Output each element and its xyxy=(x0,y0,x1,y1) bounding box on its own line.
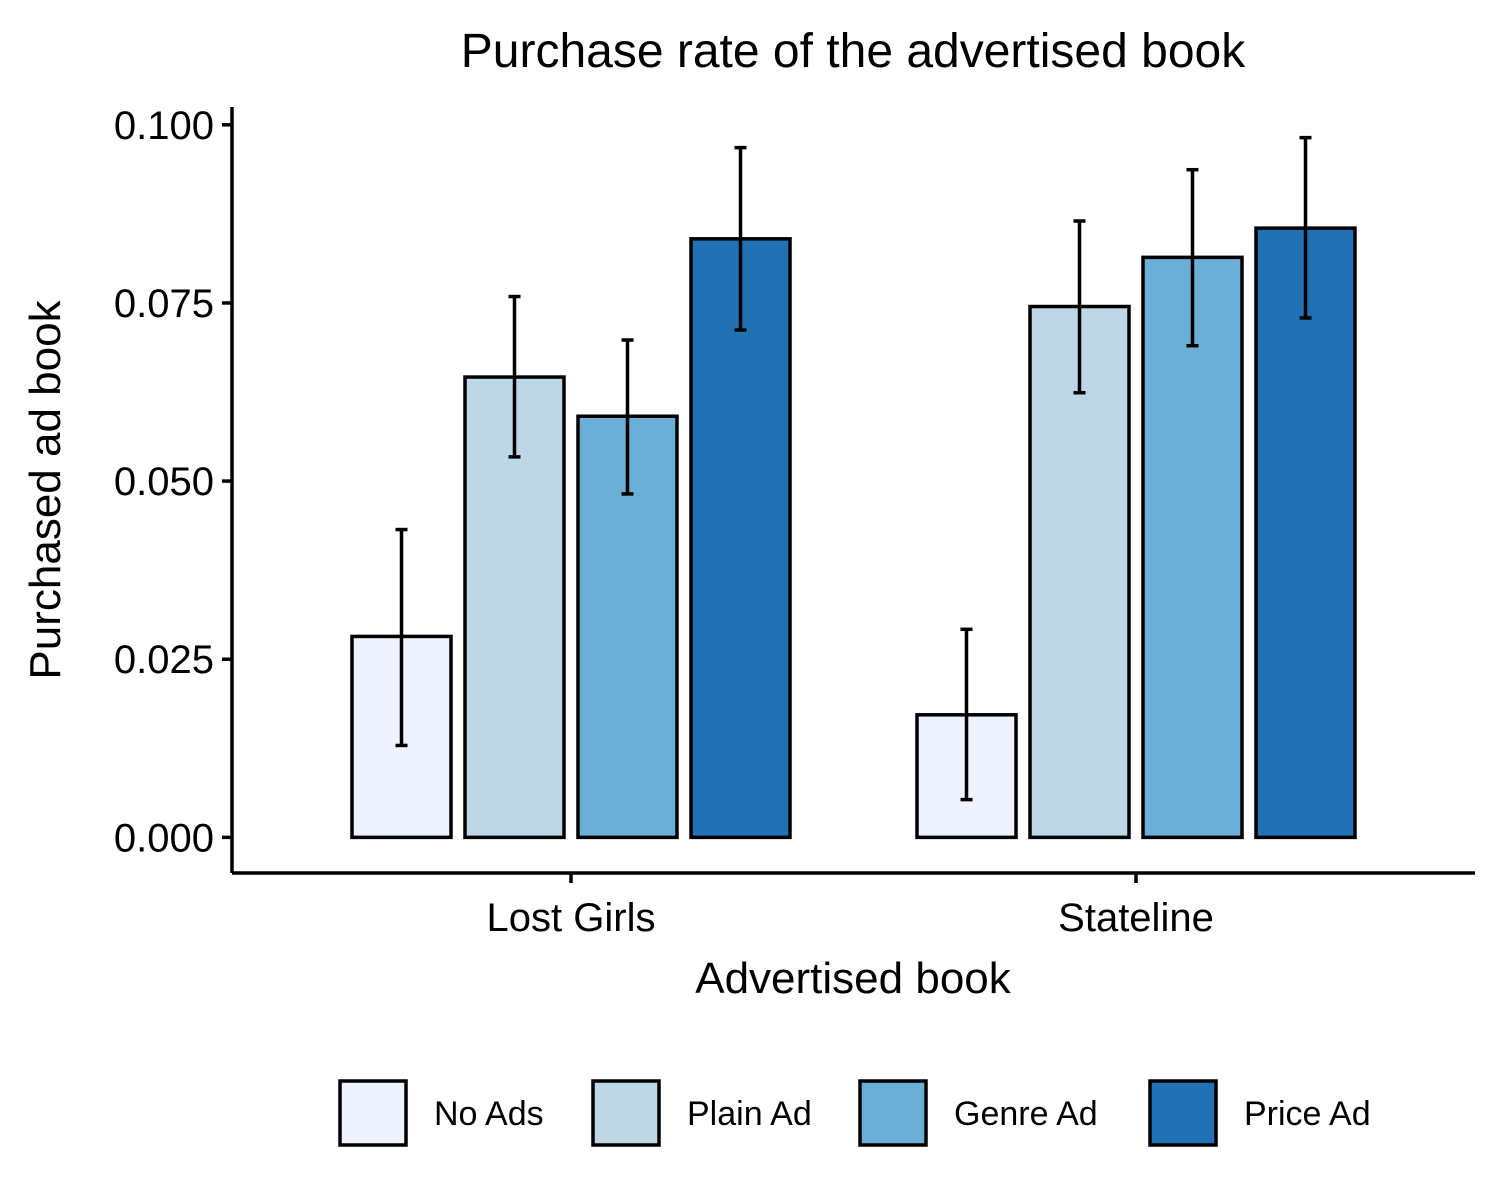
chart-title: Purchase rate of the advertised book xyxy=(461,25,1246,78)
legend-swatch xyxy=(338,1079,408,1147)
legend-item-price-ad: Price Ad xyxy=(1148,1079,1371,1147)
y-axis-title: Purchased ad book xyxy=(21,299,70,679)
legend: No Ads Plain Ad Genre Ad Price Ad xyxy=(338,1079,1371,1147)
bar-plain-ad-stateline xyxy=(1028,304,1131,840)
legend-item-plain-ad: Plain Ad xyxy=(591,1079,812,1147)
error-bar-price-ad-lost-girls xyxy=(734,145,747,332)
bar-price-ad-stateline xyxy=(1254,226,1357,840)
error-bar-plain-ad-lost-girls xyxy=(508,294,521,459)
legend-item-genre-ad: Genre Ad xyxy=(858,1079,1098,1147)
legend-swatch xyxy=(591,1079,661,1147)
error-bar-plain-ad-stateline xyxy=(1073,219,1086,395)
legend-swatch xyxy=(858,1079,928,1147)
y-tick-label: 0.100 xyxy=(114,104,214,148)
bar-price-ad-lost-girls xyxy=(689,237,792,840)
y-tick-label: 0.050 xyxy=(114,460,214,504)
legend-swatch xyxy=(1148,1079,1218,1147)
x-tick-label: Stateline xyxy=(1058,896,1214,940)
y-tick-label: 0.025 xyxy=(114,638,214,682)
legend-item-no-ads: No Ads xyxy=(338,1079,544,1147)
legend-label: No Ads xyxy=(434,1095,544,1133)
legend-label: Price Ad xyxy=(1244,1095,1371,1133)
x-axis-title: Advertised book xyxy=(695,954,1012,1003)
y-axis: 0.000 0.025 0.050 0.075 0.100 xyxy=(114,104,234,873)
legend-label: Genre Ad xyxy=(954,1095,1098,1133)
plot-area xyxy=(350,135,1357,840)
x-tick-label: Lost Girls xyxy=(487,896,656,940)
legend-label: Plain Ad xyxy=(687,1095,812,1133)
bar-genre-ad-stateline xyxy=(1141,255,1244,840)
error-bar-no-ads-lost-girls xyxy=(395,527,408,748)
error-bar-genre-ad-stateline xyxy=(1186,167,1199,348)
error-bar-no-ads-stateline xyxy=(960,627,973,802)
error-bar-genre-ad-lost-girls xyxy=(621,338,634,496)
y-tick-label: 0.075 xyxy=(114,282,214,326)
y-tick-label: 0.000 xyxy=(114,816,214,860)
error-bar-price-ad-stateline xyxy=(1299,135,1312,320)
x-axis: Lost Girls Stateline xyxy=(232,871,1475,940)
